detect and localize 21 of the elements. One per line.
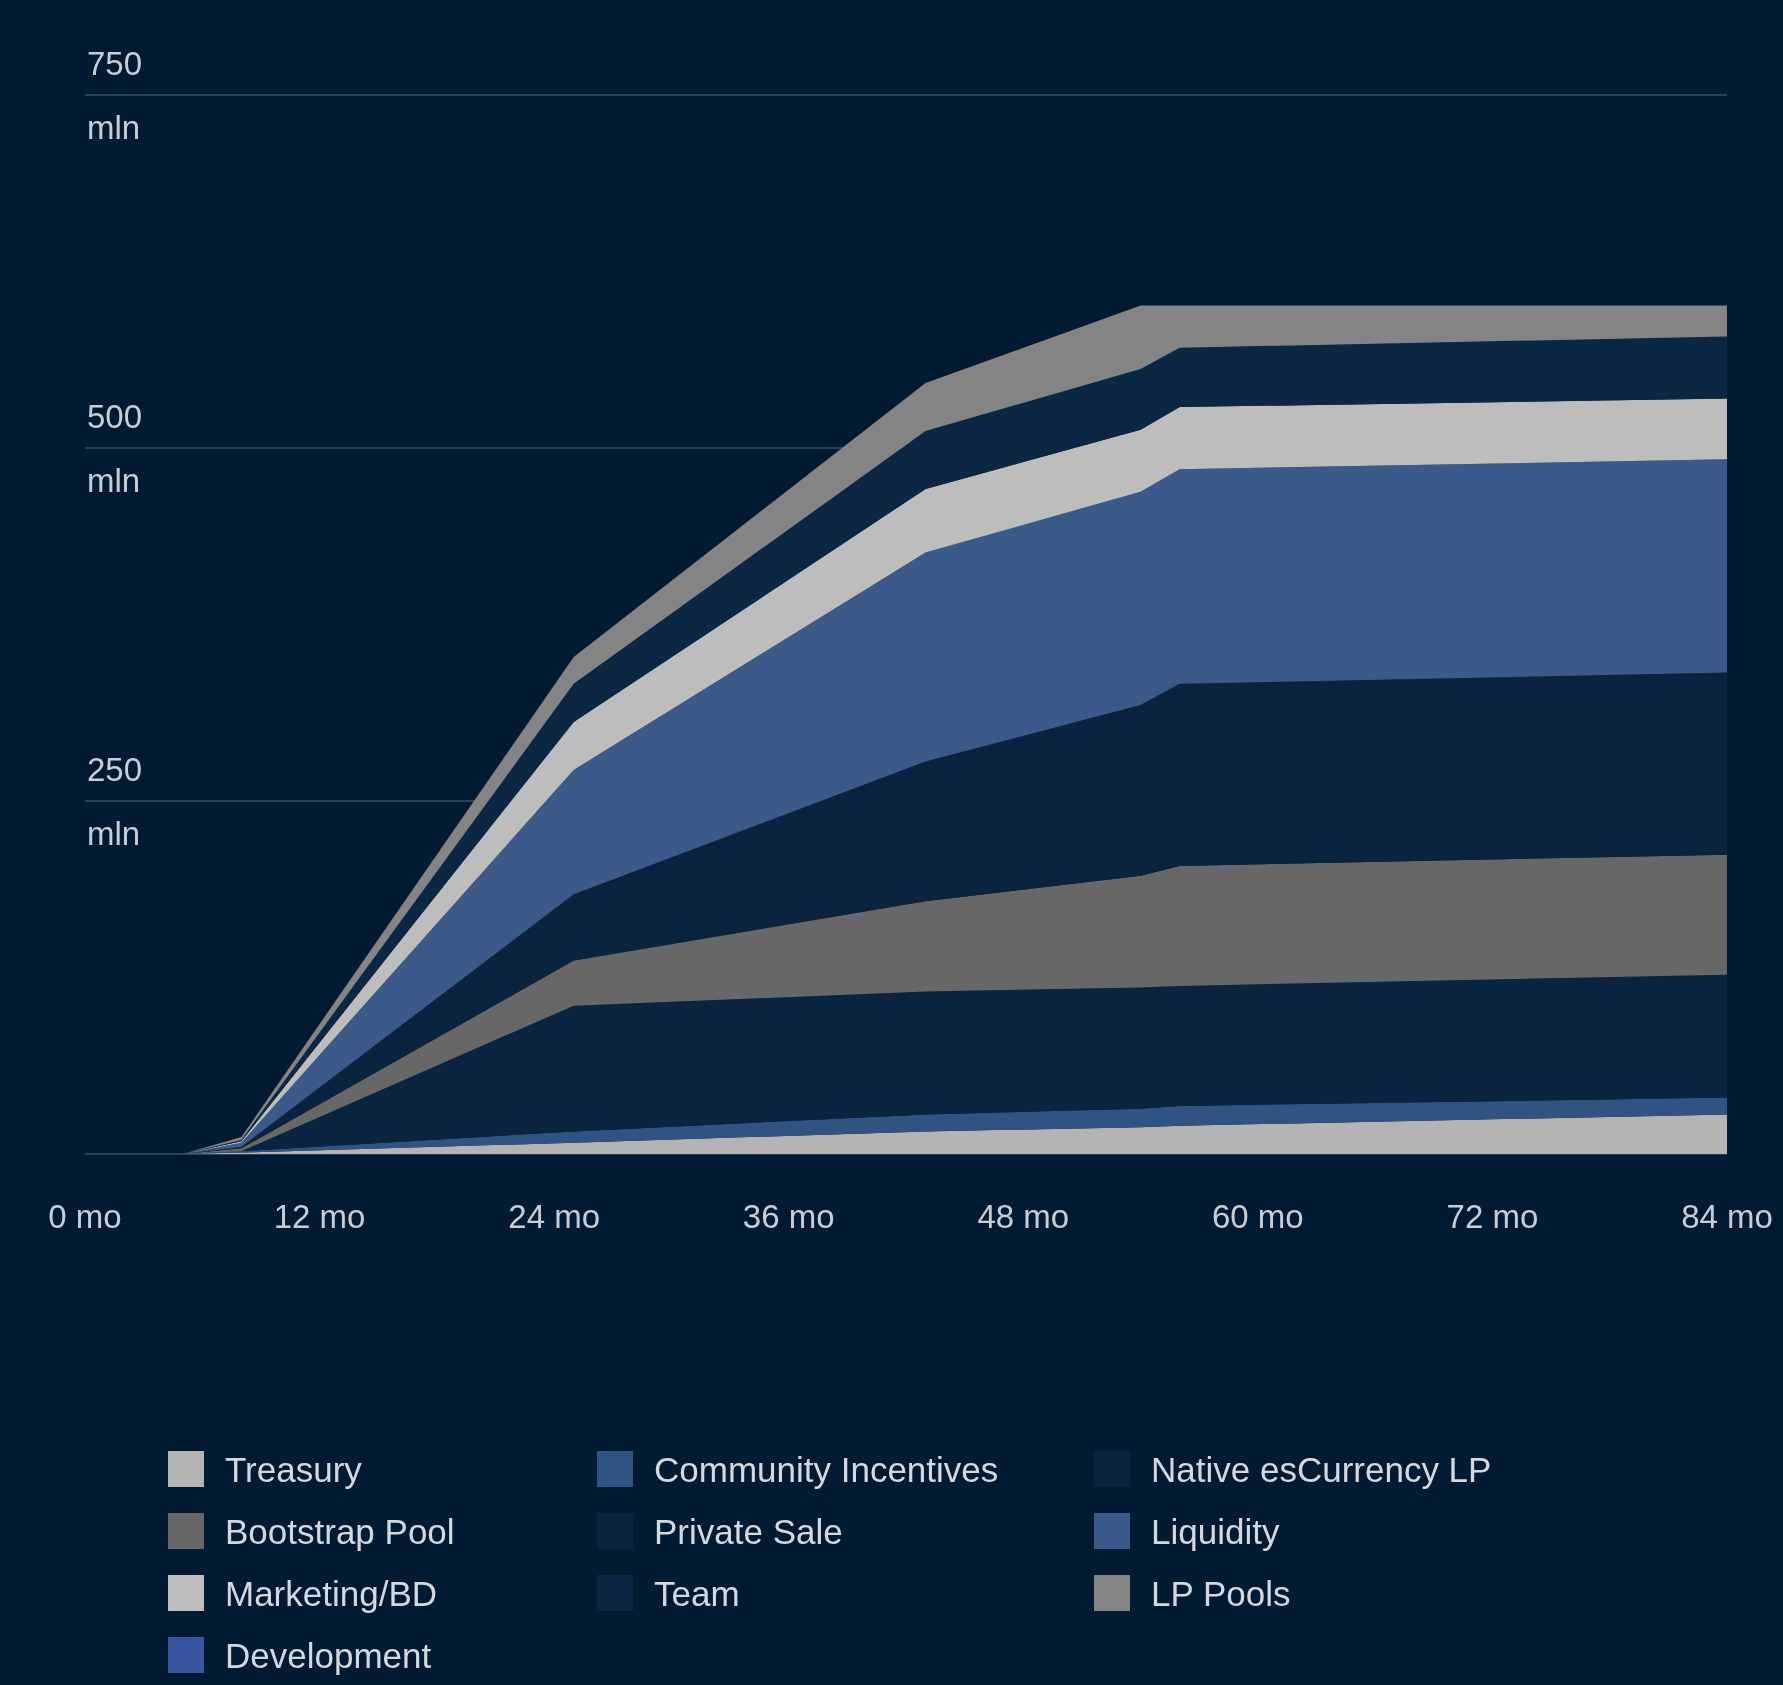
legend-label: Bootstrap Pool	[225, 1512, 455, 1551]
x-tick-label: 36 mo	[742, 1198, 835, 1235]
legend-label: Marketing/BD	[225, 1574, 438, 1613]
y-tick-label: 250 mln	[87, 751, 143, 852]
x-tick-label: 60 mo	[1212, 1198, 1304, 1235]
x-tick-label: 12 mo	[273, 1198, 366, 1235]
legend-label: Development	[225, 1636, 432, 1675]
y-tick-label: 500 mln	[87, 398, 143, 499]
legend-label: Treasury	[225, 1450, 363, 1489]
x-tick-label: 72 mo	[1446, 1198, 1539, 1235]
legend-label: Native esCurrency LP	[1151, 1450, 1492, 1489]
legend-label: LP Pools	[1151, 1574, 1291, 1613]
legend-label: Private Sale	[654, 1512, 843, 1551]
x-tick-label: 48 mo	[977, 1198, 1070, 1235]
y-tick-label: 750 mln	[87, 45, 143, 146]
legend-label: Liquidity	[1151, 1512, 1280, 1551]
x-tick-label: 0 mo	[48, 1198, 122, 1235]
legend-label: Community Incentives	[654, 1450, 999, 1489]
x-tick-label: 84 mo	[1681, 1198, 1773, 1235]
x-tick-label: 24 mo	[508, 1198, 600, 1235]
legend-label: Team	[654, 1574, 740, 1613]
